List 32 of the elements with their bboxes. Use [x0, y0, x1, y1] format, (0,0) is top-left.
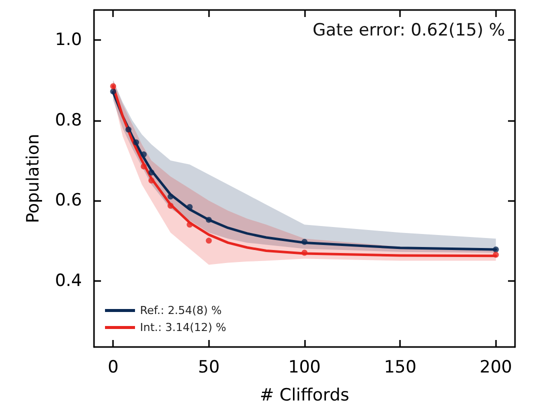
legend-label: Int.: 3.14(12) % — [140, 321, 226, 334]
point — [168, 202, 174, 209]
point — [492, 252, 499, 258]
x-axis-title: # Cliffords — [260, 386, 350, 406]
point — [302, 238, 308, 245]
point — [302, 250, 308, 256]
x-tick-label: 0 — [108, 358, 119, 378]
legend-label: Ref.: 2.54(8) % — [140, 304, 222, 317]
y-axis-title: Population — [24, 134, 44, 224]
point — [110, 83, 116, 90]
y-tick-label: 1.0 — [54, 30, 82, 50]
y-tick-label: 0.6 — [54, 190, 82, 211]
point — [206, 238, 212, 244]
point — [140, 163, 147, 170]
point — [186, 204, 193, 210]
x-tick-label: 200 — [480, 358, 512, 378]
x-tick-label: 150 — [384, 358, 416, 378]
point — [110, 88, 116, 94]
x-tick-label: 50 — [198, 358, 220, 378]
point — [206, 216, 212, 223]
y-tick-label: 0.8 — [54, 110, 82, 130]
point — [133, 139, 140, 146]
y-tick-label: 0.4 — [54, 270, 82, 291]
annotation: Gate error: 0.62(15) % — [312, 20, 506, 40]
point — [148, 178, 154, 184]
point — [492, 246, 499, 253]
point — [125, 126, 132, 133]
point — [140, 151, 147, 158]
x-tick-label: 100 — [288, 358, 321, 378]
point — [186, 222, 193, 228]
point — [168, 194, 174, 200]
point — [148, 169, 154, 176]
